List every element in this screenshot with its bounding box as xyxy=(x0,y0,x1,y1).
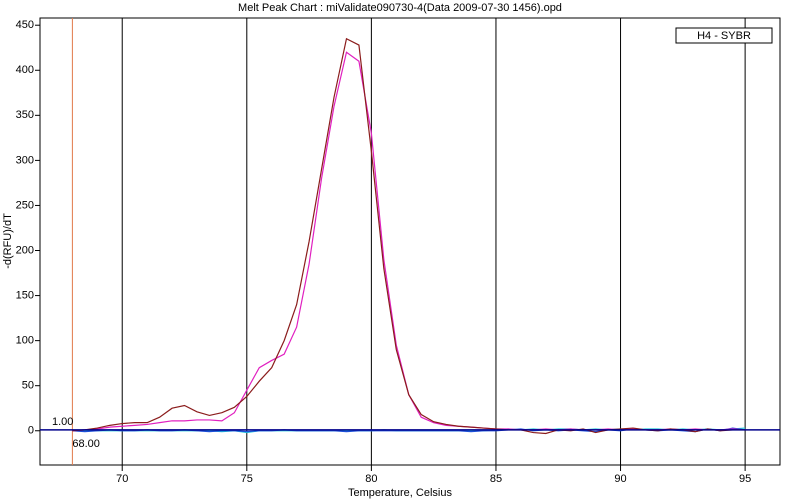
threshold-label: 1.00 xyxy=(52,416,73,428)
series-line xyxy=(72,37,746,435)
y-tick-label: 200 xyxy=(16,244,34,256)
y-tick-label: 250 xyxy=(16,199,34,211)
y-tick-label: 50 xyxy=(22,380,34,392)
x-axis-label: Temperature, Celsius xyxy=(348,487,452,499)
legend-label: H4 - SYBR xyxy=(697,30,751,42)
x-tick-label: 70 xyxy=(116,473,128,485)
y-tick-label: 450 xyxy=(16,19,34,31)
x-tick-label: 85 xyxy=(490,473,502,485)
y-tick-label: 0 xyxy=(28,425,34,437)
x-tick-label: 75 xyxy=(241,473,253,485)
chart-title: Melt Peak Chart : miValidate090730-4(Dat… xyxy=(238,2,562,14)
series-line xyxy=(72,51,746,432)
marker-label: 68.00 xyxy=(72,438,100,450)
x-tick-label: 80 xyxy=(365,473,377,485)
plot-frame xyxy=(39,17,781,466)
y-tick-label: 100 xyxy=(16,335,34,347)
y-axis-label: -d(RFU)/dT xyxy=(2,213,14,269)
legend-box xyxy=(675,27,773,44)
x-tick-label: 90 xyxy=(614,473,626,485)
y-tick-label: 150 xyxy=(16,289,34,301)
y-tick-label: 350 xyxy=(16,109,34,121)
x-tick-label: 95 xyxy=(739,473,751,485)
y-tick-label: 300 xyxy=(16,154,34,166)
y-tick-label: 400 xyxy=(16,64,34,76)
